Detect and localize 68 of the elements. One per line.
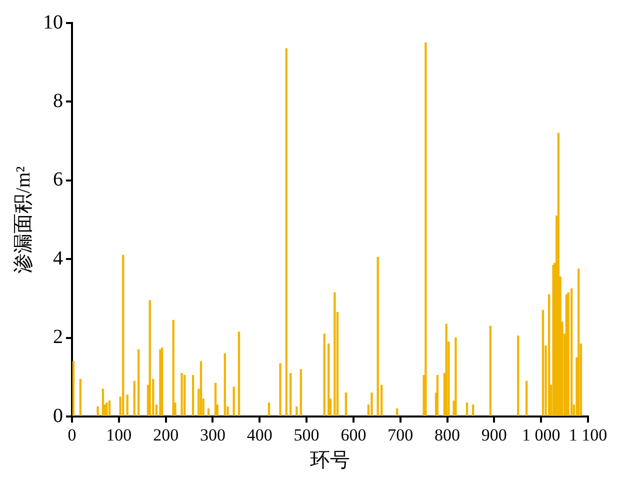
bar xyxy=(133,380,136,416)
x-tick-label: 1 000 xyxy=(522,425,560,444)
bar xyxy=(122,254,124,416)
bar xyxy=(126,394,128,416)
bar xyxy=(323,334,326,416)
y-tick-label: 8 xyxy=(53,90,63,112)
bar xyxy=(108,400,111,416)
bar xyxy=(344,392,348,416)
bar xyxy=(570,288,573,416)
bar xyxy=(454,338,457,416)
bar xyxy=(525,380,528,416)
bar xyxy=(79,378,82,416)
y-tick-label: 10 xyxy=(43,11,63,34)
bar xyxy=(578,268,580,416)
x-tick-label: 100 xyxy=(106,425,132,444)
bar xyxy=(334,292,336,416)
bar xyxy=(296,406,298,416)
bar xyxy=(548,294,550,416)
bar xyxy=(159,349,162,416)
bar xyxy=(184,374,186,416)
bar xyxy=(180,372,183,416)
x-tick-label: 500 xyxy=(294,425,320,444)
bar xyxy=(300,369,302,416)
bar xyxy=(138,349,140,416)
bar xyxy=(445,324,448,416)
bar xyxy=(279,363,282,416)
x-axis-title: 环号 xyxy=(310,449,350,472)
bar xyxy=(207,408,210,416)
bar xyxy=(148,300,151,416)
bar xyxy=(200,361,202,416)
bar xyxy=(290,372,292,416)
bar xyxy=(285,48,288,416)
x-tick-label: 200 xyxy=(153,425,179,444)
x-tick-label: 600 xyxy=(340,425,366,444)
x-tick-label: 400 xyxy=(246,425,272,444)
bar xyxy=(72,361,74,416)
bar xyxy=(268,402,270,416)
bar xyxy=(424,42,427,416)
bar xyxy=(489,326,492,416)
bar xyxy=(172,320,174,416)
y-tick-label: 4 xyxy=(53,247,63,270)
bar xyxy=(224,353,226,416)
bar xyxy=(517,336,520,416)
bar xyxy=(542,310,544,416)
x-tick-label: 800 xyxy=(434,425,460,444)
y-tick-label: 6 xyxy=(53,168,63,191)
bar xyxy=(160,347,164,416)
bar xyxy=(328,343,330,416)
x-tick-label: 300 xyxy=(200,425,226,444)
bar xyxy=(436,374,438,416)
bar xyxy=(472,404,474,416)
y-tick-label: 0 xyxy=(53,404,63,427)
bar xyxy=(238,332,240,416)
y-axis-title: 渗漏面积/m² xyxy=(12,166,34,274)
x-tick-label: 900 xyxy=(481,425,507,444)
bar xyxy=(232,386,235,416)
x-tick-label: 700 xyxy=(388,425,414,444)
bar xyxy=(370,392,373,416)
bar xyxy=(466,402,468,416)
y-tick-label: 2 xyxy=(53,326,63,348)
bar xyxy=(214,382,217,416)
x-tick-label: 0 xyxy=(68,425,76,444)
bar xyxy=(96,406,99,416)
bar xyxy=(192,374,194,416)
bar xyxy=(376,256,379,416)
x-tick-label: 1 100 xyxy=(568,425,608,444)
bar xyxy=(396,408,398,416)
bar xyxy=(102,388,104,416)
